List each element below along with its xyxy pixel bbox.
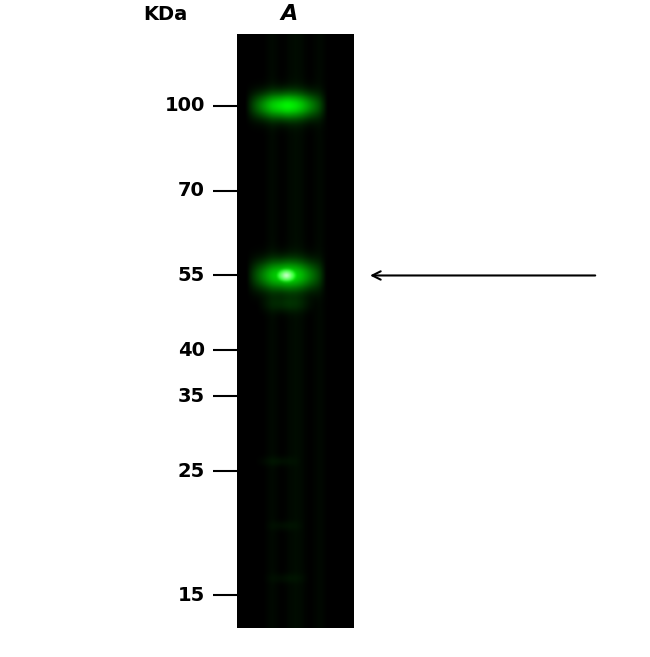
Text: 55: 55 (177, 266, 205, 285)
Text: 40: 40 (177, 341, 205, 360)
Bar (237, 34, 354, 627)
Text: KDa: KDa (144, 5, 188, 24)
Text: 15: 15 (177, 585, 205, 604)
Text: 70: 70 (178, 181, 205, 200)
Text: 35: 35 (177, 386, 205, 405)
Text: 100: 100 (164, 97, 205, 116)
Text: A: A (281, 5, 298, 24)
Text: 25: 25 (177, 462, 205, 481)
